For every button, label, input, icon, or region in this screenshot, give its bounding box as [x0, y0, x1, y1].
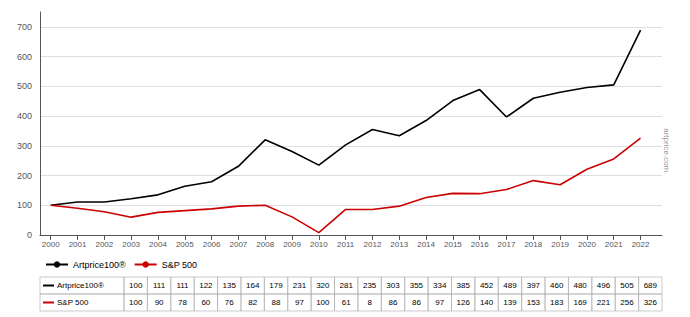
svg-text:700: 700 [17, 22, 32, 32]
svg-text:97: 97 [295, 298, 304, 307]
svg-text:S&P 500: S&P 500 [57, 298, 89, 307]
svg-text:139: 139 [503, 298, 517, 307]
svg-text:100: 100 [17, 200, 32, 210]
svg-text:2006: 2006 [203, 240, 221, 249]
svg-text:179: 179 [269, 281, 283, 290]
svg-text:397: 397 [527, 281, 541, 290]
svg-text:281: 281 [340, 281, 354, 290]
svg-text:2002: 2002 [95, 240, 113, 249]
svg-text:600: 600 [17, 52, 32, 62]
svg-text:505: 505 [620, 281, 634, 290]
svg-text:111: 111 [153, 281, 166, 290]
svg-text:400: 400 [17, 111, 32, 121]
svg-text:111: 111 [176, 281, 189, 290]
svg-text:2022: 2022 [632, 240, 650, 249]
svg-text:100: 100 [316, 298, 330, 307]
svg-text:2021: 2021 [605, 240, 623, 249]
svg-text:460: 460 [550, 281, 564, 290]
svg-text:2010: 2010 [310, 240, 328, 249]
svg-text:2017: 2017 [498, 240, 516, 249]
svg-text:8: 8 [367, 298, 372, 307]
svg-text:303: 303 [386, 281, 400, 290]
svg-text:S&P 500: S&P 500 [162, 260, 197, 270]
svg-text:231: 231 [293, 281, 307, 290]
svg-text:164: 164 [246, 281, 260, 290]
svg-text:2014: 2014 [417, 240, 435, 249]
svg-text:0: 0 [27, 230, 32, 240]
svg-text:2019: 2019 [551, 240, 569, 249]
svg-text:2020: 2020 [578, 240, 596, 249]
svg-text:97: 97 [435, 298, 444, 307]
svg-text:320: 320 [316, 281, 330, 290]
svg-text:Artprice100®: Artprice100® [57, 281, 104, 290]
svg-text:500: 500 [17, 81, 32, 91]
svg-text:200: 200 [17, 171, 32, 181]
svg-text:artprice.com: artprice.com [662, 128, 671, 172]
svg-text:100: 100 [129, 298, 143, 307]
svg-text:2008: 2008 [256, 240, 274, 249]
svg-text:169: 169 [573, 298, 587, 307]
svg-text:496: 496 [597, 281, 611, 290]
svg-text:Artprice100®: Artprice100® [73, 260, 126, 270]
svg-text:235: 235 [363, 281, 377, 290]
svg-text:88: 88 [272, 298, 281, 307]
svg-text:60: 60 [201, 298, 210, 307]
svg-text:2007: 2007 [229, 240, 247, 249]
svg-text:256: 256 [620, 298, 634, 307]
svg-text:334: 334 [433, 281, 447, 290]
svg-text:2015: 2015 [444, 240, 462, 249]
svg-text:82: 82 [248, 298, 257, 307]
svg-text:480: 480 [573, 281, 587, 290]
svg-text:689: 689 [644, 281, 658, 290]
svg-text:126: 126 [456, 298, 470, 307]
svg-text:2013: 2013 [390, 240, 408, 249]
svg-text:2016: 2016 [471, 240, 489, 249]
svg-text:135: 135 [223, 281, 237, 290]
svg-text:2011: 2011 [337, 240, 355, 249]
svg-text:86: 86 [389, 298, 398, 307]
svg-text:385: 385 [456, 281, 470, 290]
svg-text:2009: 2009 [283, 240, 301, 249]
svg-text:2004: 2004 [149, 240, 167, 249]
svg-text:300: 300 [17, 141, 32, 151]
svg-text:326: 326 [644, 298, 658, 307]
svg-text:100: 100 [129, 281, 143, 290]
svg-text:2003: 2003 [122, 240, 140, 249]
svg-text:2018: 2018 [524, 240, 542, 249]
svg-text:2012: 2012 [364, 240, 382, 249]
svg-text:183: 183 [550, 298, 564, 307]
svg-text:355: 355 [410, 281, 424, 290]
svg-text:61: 61 [342, 298, 351, 307]
svg-text:90: 90 [155, 298, 164, 307]
svg-text:76: 76 [225, 298, 234, 307]
svg-text:86: 86 [412, 298, 421, 307]
svg-text:140: 140 [480, 298, 494, 307]
svg-text:221: 221 [597, 298, 611, 307]
svg-text:2005: 2005 [176, 240, 194, 249]
svg-text:78: 78 [178, 298, 187, 307]
svg-text:153: 153 [527, 298, 541, 307]
svg-text:2001: 2001 [69, 240, 87, 249]
svg-text:489: 489 [503, 281, 517, 290]
svg-text:122: 122 [199, 281, 213, 290]
svg-text:452: 452 [480, 281, 494, 290]
svg-text:2000: 2000 [42, 240, 60, 249]
